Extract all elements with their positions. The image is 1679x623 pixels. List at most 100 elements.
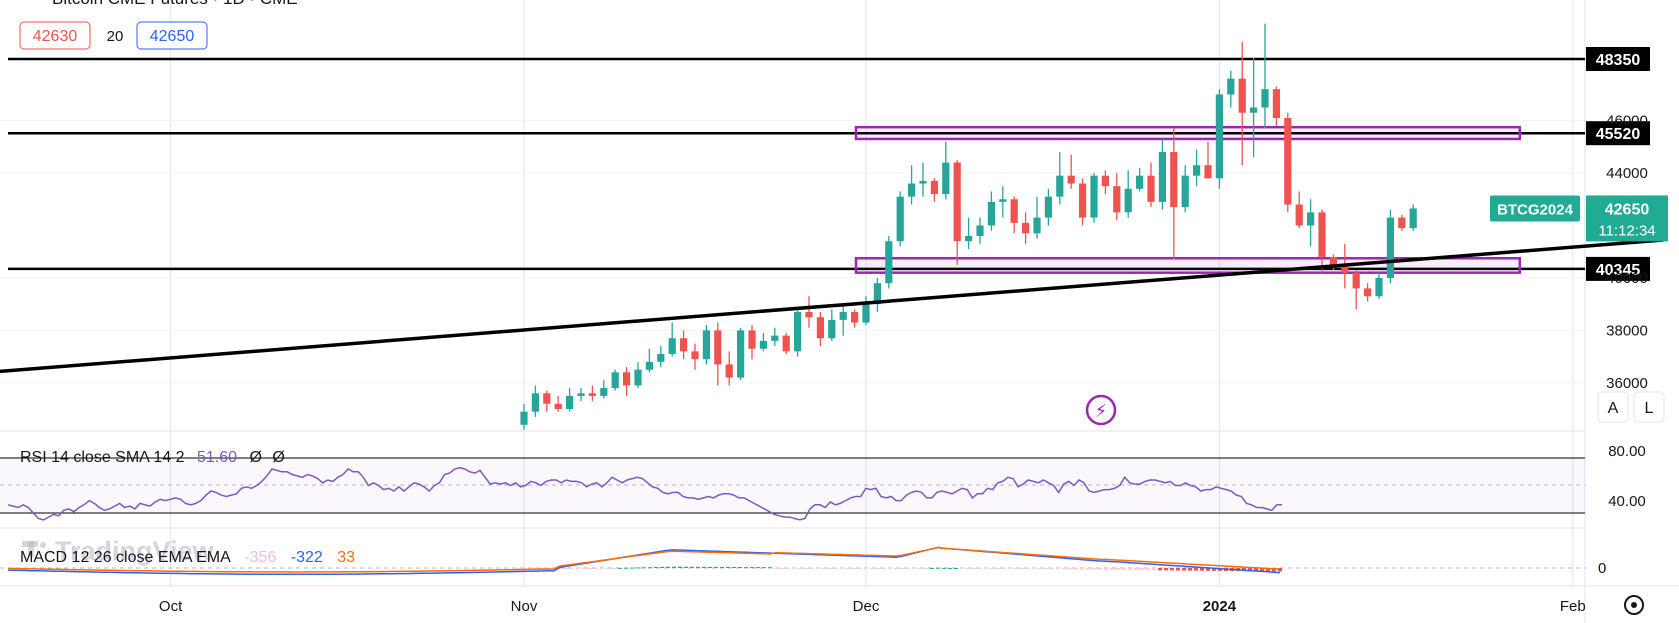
candle-body	[1010, 199, 1018, 223]
macd-hist-bar	[894, 568, 898, 570]
candle-body	[1307, 212, 1315, 226]
candle-body	[588, 393, 596, 396]
candle-body	[531, 393, 539, 412]
candle-body	[1193, 165, 1201, 176]
macd-hist-bar	[732, 566, 736, 568]
macd-hist-bar	[558, 568, 562, 570]
macd-hist-bar	[780, 568, 784, 569]
macd-hist-bar	[720, 566, 724, 568]
macd-hist-bar	[840, 568, 844, 569]
candle-body	[1113, 186, 1121, 213]
macd-hist-bar	[600, 568, 604, 569]
macd-hist-bar	[954, 567, 958, 569]
macd-hist-bar	[1104, 568, 1108, 570]
macd-hist-bar	[1248, 568, 1252, 572]
candle-body	[919, 180, 927, 184]
macd-hist-bar	[942, 567, 946, 569]
macd-hist-bar	[1074, 568, 1078, 570]
macd-hist-bar	[618, 567, 622, 569]
countdown: 11:12:34	[1598, 222, 1655, 239]
last-price-box	[1586, 195, 1668, 242]
candle-body	[1204, 165, 1212, 179]
candle-body	[680, 338, 688, 352]
macd-hist-bar	[1122, 568, 1126, 570]
time-label: Dec	[853, 598, 880, 615]
macd-hist-bar	[1206, 568, 1210, 571]
candle-body	[1147, 175, 1155, 202]
last-price-tag[interactable]: BTCG2024 42650 11:12:34	[1490, 195, 1668, 242]
macd-hist-bar	[708, 566, 712, 568]
macd-hist-bar	[846, 568, 850, 569]
macd-hist-bar	[1212, 568, 1216, 571]
macd-label: MACD 12 26 close EMA EMA	[20, 549, 231, 566]
price-tick: 44000	[1606, 165, 1648, 182]
event-marker[interactable]: ⚡	[1085, 394, 1117, 426]
macd-hist-bar	[1200, 568, 1204, 571]
macd-hist-bar	[612, 568, 616, 569]
time-label: Oct	[159, 598, 183, 615]
candle-body	[737, 330, 745, 378]
symbol-tag	[1490, 195, 1580, 222]
macd-hist-bar	[648, 567, 652, 569]
rsi-pane[interactable]: 80.00 40.00	[0, 443, 1646, 521]
macd-hist-bar	[864, 568, 868, 570]
last-price-value: 42650	[1605, 201, 1650, 218]
macd-pane[interactable]	[0, 546, 1585, 576]
price-axis: 36000 38000 40000 44000 46000	[1606, 113, 1648, 392]
candle-body	[965, 235, 973, 242]
macd-hist-bar	[1068, 568, 1072, 570]
macd-hist-bar	[1152, 568, 1156, 571]
trendline	[0, 238, 1665, 374]
candle-body	[702, 330, 710, 360]
macd-hist-bar	[1026, 568, 1030, 569]
candle-body	[543, 393, 551, 404]
candle-body	[1341, 264, 1349, 273]
candle-body	[1329, 256, 1337, 265]
macd-hist-bar	[918, 568, 922, 569]
macd-hist-bar	[690, 566, 694, 568]
macd-hist-bar	[1086, 568, 1090, 570]
candle-body	[1090, 175, 1098, 218]
candle-body	[930, 180, 938, 195]
candle-body	[782, 335, 790, 352]
macd-hist-bar	[630, 567, 634, 569]
rsi-axis-label: 40.00	[1608, 493, 1646, 510]
candle-body	[1295, 204, 1303, 226]
macd-hist-bar	[594, 568, 598, 569]
range-zone	[854, 125, 1522, 141]
macd-hist-bar	[576, 568, 580, 569]
candle-body	[1318, 212, 1326, 257]
candle-body	[748, 330, 756, 349]
macd-hist-bar	[774, 568, 778, 569]
macd-hist-bar	[1020, 568, 1024, 569]
macd-hist-bar	[912, 568, 916, 569]
macd-hist-bar	[756, 567, 760, 569]
macd-hist-bar	[822, 568, 826, 569]
candle-body	[1375, 277, 1383, 297]
candle-body	[1272, 89, 1280, 118]
macd-hist-bar	[564, 568, 568, 570]
ask-box[interactable]: 42650	[136, 21, 208, 50]
log-scale-button[interactable]: L	[1633, 391, 1665, 423]
settings-icon[interactable]	[1624, 595, 1644, 615]
macd-legend: MACD 12 26 close EMA EMA -356 -322 33	[20, 549, 355, 566]
horizontal-levels: 48350 45520 40345	[8, 46, 1650, 281]
candle-body	[1136, 175, 1144, 189]
macd-hist-bar	[810, 568, 814, 569]
macd-hist-bar	[870, 568, 874, 570]
bid-box[interactable]: 42630	[19, 21, 91, 50]
candle-body	[828, 319, 836, 339]
candle-body	[1386, 217, 1394, 278]
macd-hist-bar	[1278, 568, 1282, 572]
candle-body	[987, 201, 995, 226]
macd-hist-bar	[714, 566, 718, 568]
candle-body	[1364, 288, 1372, 297]
auto-scale-button[interactable]: A	[1597, 391, 1629, 423]
candle-body	[668, 338, 676, 354]
candle-body	[771, 335, 779, 341]
candle-body	[1181, 175, 1189, 208]
macd-hist-bar	[828, 568, 832, 569]
candle-body	[1352, 272, 1360, 289]
macd-hist-bar	[930, 567, 934, 569]
